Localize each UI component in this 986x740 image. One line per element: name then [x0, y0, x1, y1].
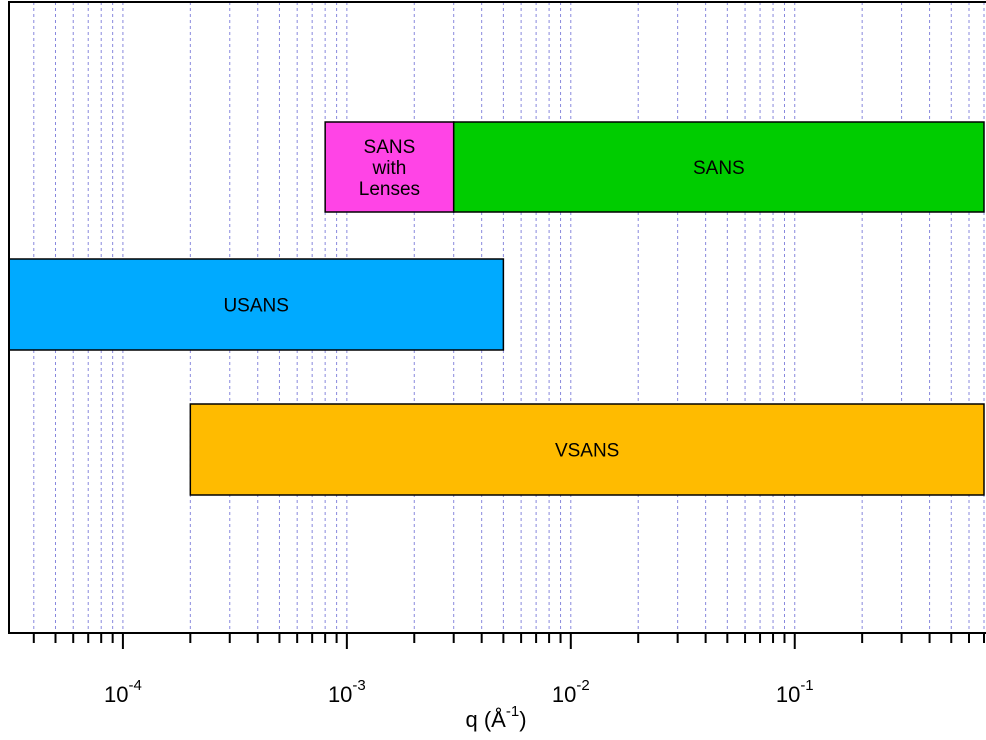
bar-label: Lenses	[359, 179, 420, 200]
x-tick-labels: 10-4 10-3 10-2 10-1	[104, 677, 814, 707]
bar-rect	[324, 121, 455, 213]
x-axis-label: q (Å-1)	[465, 703, 526, 732]
bar-rect	[8, 258, 505, 351]
x-axis	[32, 633, 985, 649]
bar-label: SANS	[364, 137, 416, 158]
bar-label: VSANS	[555, 441, 619, 462]
x-tick-label: 10-1	[776, 677, 814, 707]
bar-vsans: VSANS	[189, 403, 985, 496]
bar-label: SANS	[693, 158, 745, 179]
bar-label: with	[372, 158, 407, 179]
bar-rect	[189, 403, 985, 496]
x-tick-label: 10-2	[552, 677, 590, 707]
bar-label: USANS	[223, 296, 288, 317]
bar-rect	[452, 121, 985, 213]
x-tick-label: 10-3	[328, 677, 366, 707]
bar-sans: SANS	[452, 121, 985, 213]
bar-usans: USANS	[8, 258, 505, 351]
x-tick-label: 10-4	[104, 677, 142, 707]
